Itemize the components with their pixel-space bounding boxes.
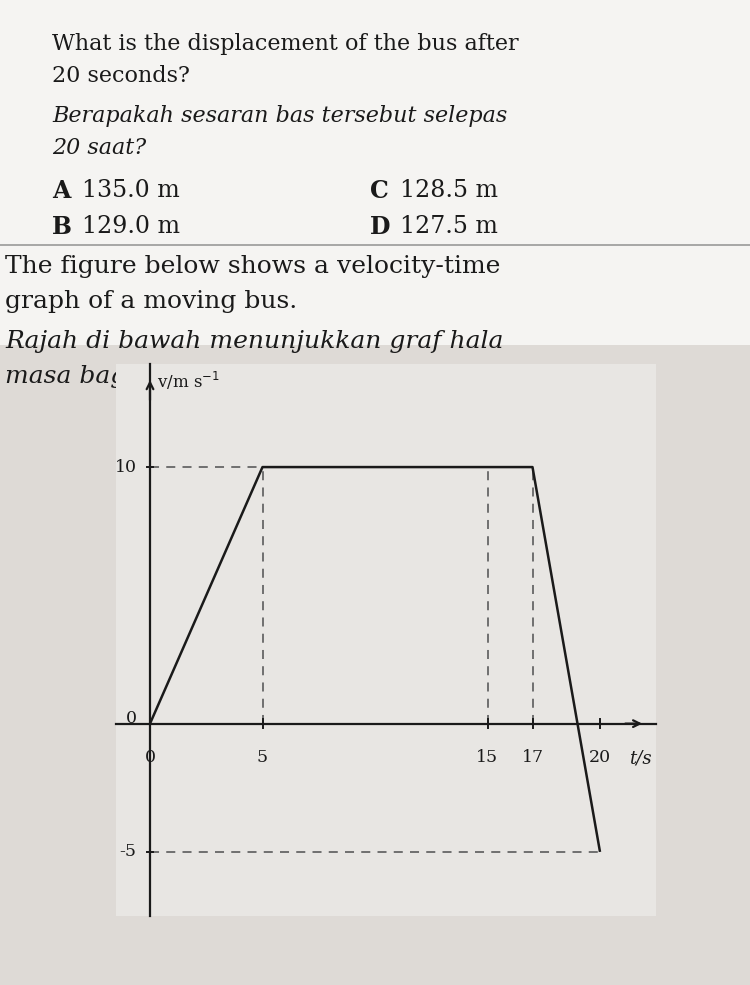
Text: 10: 10 — [115, 459, 136, 476]
Text: 128.5 m: 128.5 m — [400, 179, 498, 202]
Text: The figure below shows a velocity-time: The figure below shows a velocity-time — [5, 255, 500, 278]
Text: 15: 15 — [476, 750, 499, 766]
Bar — [0, 345, 750, 985]
Text: 20 saat?: 20 saat? — [52, 137, 146, 159]
Text: t/s: t/s — [629, 750, 652, 767]
Text: D: D — [370, 215, 391, 239]
Text: 17: 17 — [521, 750, 544, 766]
Text: -5: -5 — [119, 843, 136, 861]
Text: 20: 20 — [589, 750, 611, 766]
Bar — [0, 0, 750, 345]
Text: 5: 5 — [257, 750, 268, 766]
Text: 129.0 m: 129.0 m — [82, 215, 180, 238]
Text: Berapakah sesaran bas tersebut selepas: Berapakah sesaran bas tersebut selepas — [52, 105, 507, 127]
Text: 0: 0 — [145, 750, 155, 766]
Text: What is the displacement of the bus after: What is the displacement of the bus afte… — [52, 33, 519, 55]
Text: 135.0 m: 135.0 m — [82, 179, 180, 202]
Text: v/m s$^{-1}$: v/m s$^{-1}$ — [157, 369, 220, 392]
Text: 20 seconds?: 20 seconds? — [52, 65, 190, 87]
Text: A: A — [52, 179, 70, 203]
Text: masa bagi sebuah bas yang bergerak.: masa bagi sebuah bas yang bergerak. — [5, 365, 485, 388]
Text: B: B — [52, 215, 72, 239]
Text: Rajah di bawah menunjukkan graf hala: Rajah di bawah menunjukkan graf hala — [5, 330, 503, 353]
Text: 0: 0 — [125, 710, 136, 727]
Text: graph of a moving bus.: graph of a moving bus. — [5, 290, 297, 313]
Text: 127.5 m: 127.5 m — [400, 215, 498, 238]
Text: C: C — [370, 179, 388, 203]
